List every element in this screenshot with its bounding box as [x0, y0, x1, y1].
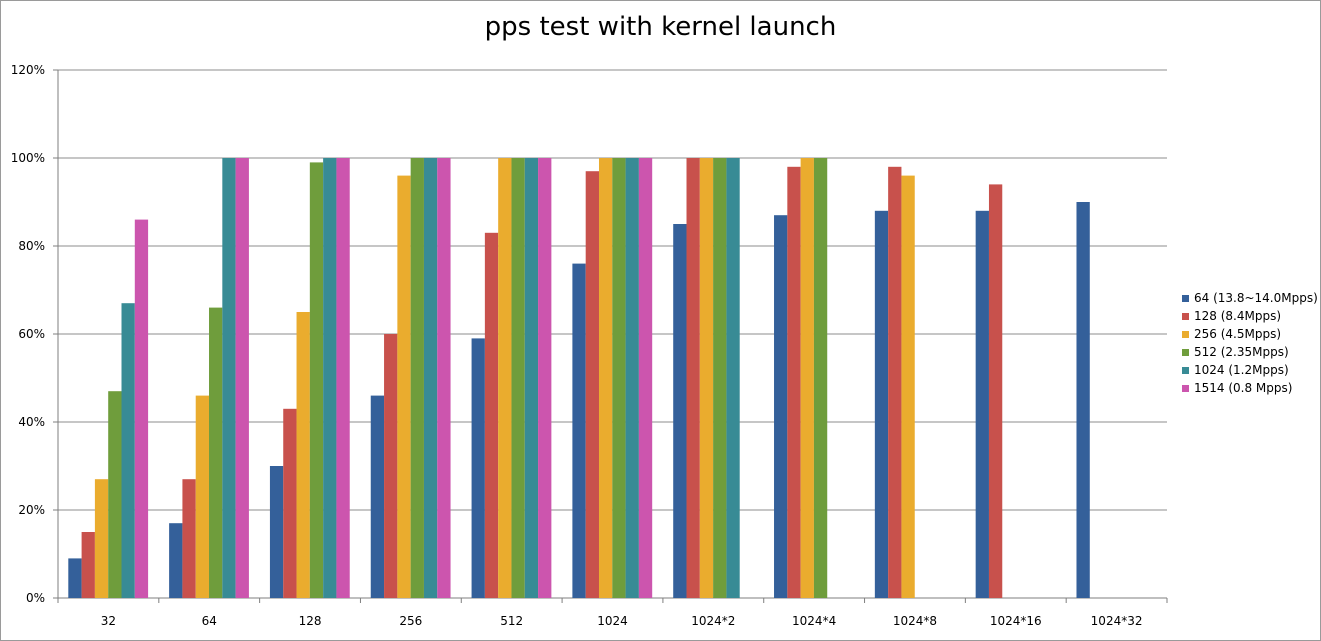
bar [296, 312, 310, 598]
x-tick-label: 1024*4 [792, 614, 836, 628]
bar [1076, 202, 1090, 598]
bar [68, 558, 82, 598]
y-tick-label: 40% [18, 415, 45, 429]
bar [195, 395, 210, 598]
bar [323, 158, 337, 598]
bar [699, 158, 714, 598]
legend-item: 1024 (1.2Mpps) [1182, 361, 1318, 379]
y-tick-label: 60% [18, 327, 45, 341]
x-tick-label: 1024*8 [893, 614, 937, 628]
bar [572, 263, 586, 598]
bar [975, 210, 989, 599]
x-tick-label: 1024*16 [990, 614, 1042, 628]
legend-item: 128 (8.4Mpps) [1182, 307, 1318, 325]
legend: 64 (13.8~14.0Mpps) 128 (8.4Mpps) 256 (4.5M… [1182, 289, 1318, 397]
x-tick-label: 128 [299, 614, 322, 628]
legend-swatch [1182, 330, 1189, 338]
bar [625, 158, 639, 598]
bar [800, 158, 814, 598]
chart-title: pps test with kernel launch [484, 12, 837, 42]
legend-label: 1024 (1.2Mpps) [1194, 363, 1289, 377]
bar [336, 158, 350, 598]
bar [888, 166, 902, 599]
bar [370, 395, 385, 598]
bar [423, 158, 438, 598]
bar [309, 162, 324, 598]
bar [874, 210, 889, 599]
legend-item: 512 (2.35Mpps) [1182, 343, 1318, 361]
x-tick-label: 256 [399, 614, 422, 628]
x-tick-label: 1024 [597, 614, 628, 628]
legend-label: 512 (2.35Mpps) [1194, 345, 1289, 359]
legend-label: 1514 (0.8 Mpps) [1194, 381, 1293, 395]
bar [121, 303, 135, 598]
bar [538, 158, 552, 598]
bar [774, 215, 788, 598]
bar [410, 158, 424, 598]
bar [94, 479, 109, 598]
bar [108, 391, 122, 598]
bar [169, 523, 183, 598]
bar [498, 158, 512, 598]
legend-swatch [1182, 366, 1189, 374]
bar [384, 334, 398, 598]
bar [134, 219, 149, 598]
legend-swatch [1182, 312, 1189, 320]
bar [511, 158, 525, 598]
bar [901, 175, 915, 598]
y-tick-label: 0% [26, 591, 45, 605]
bar [397, 175, 411, 598]
bar [209, 307, 223, 598]
bar [988, 184, 1003, 598]
y-tick-label: 20% [18, 503, 45, 517]
bar [612, 158, 626, 598]
x-tick-label: 512 [500, 614, 523, 628]
legend-item: 256 (4.5Mpps) [1182, 325, 1318, 343]
bar [222, 158, 236, 598]
bar [437, 158, 451, 598]
bar [638, 158, 653, 598]
y-tick-label: 80% [18, 239, 45, 253]
bar [813, 158, 828, 598]
bar [235, 158, 249, 598]
x-tick-label: 32 [101, 614, 116, 628]
legend-swatch [1182, 384, 1189, 392]
bar [686, 158, 700, 598]
legend-item: 1514 (0.8 Mpps) [1182, 379, 1318, 397]
legend-label: 256 (4.5Mpps) [1194, 327, 1282, 341]
legend-item: 64 (13.8~14.0Mpps) [1182, 289, 1318, 307]
bar [81, 532, 95, 598]
bar [269, 466, 284, 598]
y-tick-label: 100% [11, 151, 45, 165]
bar [673, 224, 687, 598]
legend-swatch [1182, 348, 1189, 356]
bar [726, 158, 740, 598]
legend-swatch [1182, 294, 1189, 302]
x-tick-label: 1024*32 [1091, 614, 1143, 628]
bar [524, 158, 539, 598]
bar [787, 166, 801, 599]
bar [182, 479, 196, 598]
x-tick-label: 1024*2 [691, 614, 735, 628]
bar [471, 338, 485, 598]
bar [598, 158, 613, 598]
bar [585, 171, 599, 598]
bar [713, 158, 727, 598]
bar [484, 232, 499, 599]
legend-label: 64 (13.8~14.0Mpps) [1194, 291, 1318, 305]
legend-label: 128 (8.4Mpps) [1194, 309, 1282, 323]
bar [283, 408, 297, 598]
y-tick-label: 120% [11, 63, 45, 77]
x-tick-label: 64 [202, 614, 217, 628]
